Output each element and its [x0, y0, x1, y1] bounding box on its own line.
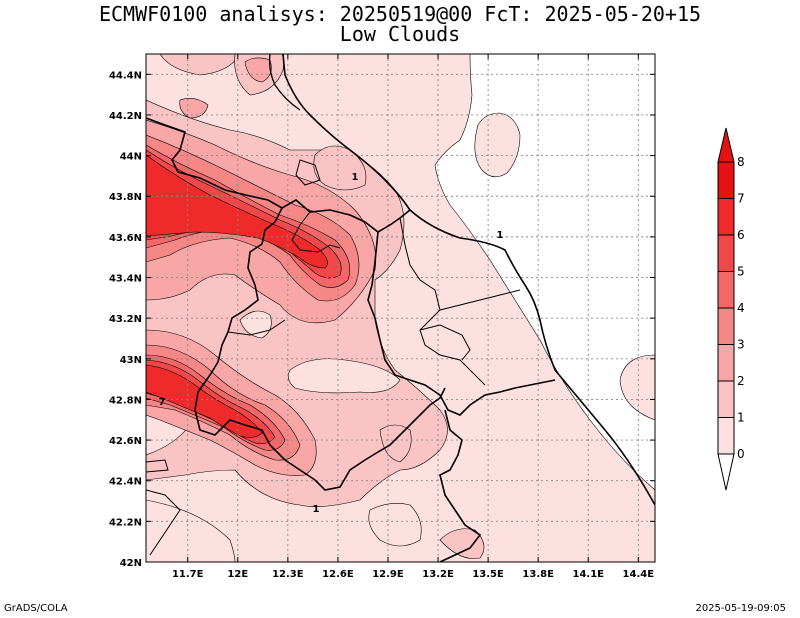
province-border — [146, 459, 169, 473]
colorbar-label: 1 — [737, 411, 745, 425]
y-tick-label: 43N — [120, 355, 142, 366]
fill-level-2 — [313, 145, 367, 191]
fill-level-2 — [439, 528, 485, 559]
province-border — [146, 489, 181, 556]
colorbar-segment — [717, 271, 735, 309]
colorbar-segment — [717, 417, 735, 455]
y-tick-label: 42.6N — [109, 436, 142, 447]
province-border — [399, 217, 486, 386]
colorbar-label: 3 — [737, 338, 745, 352]
y-tick-label: 44.4N — [109, 70, 142, 81]
colorbar-label: 8 — [737, 155, 745, 169]
colorbar-segment — [717, 380, 735, 418]
fill-level-1-cloud-patch — [619, 354, 655, 421]
y-tick-label: 42.8N — [109, 395, 142, 406]
colorbar-label: 5 — [737, 265, 745, 279]
x-tick-label: 12.3E — [272, 569, 304, 580]
chart-title: ECMWF0100 analisys: 20250519@00 FcT: 202… — [98, 2, 702, 26]
chart-subtitle: Low Clouds — [339, 22, 461, 46]
colorbar-label: 6 — [737, 228, 745, 242]
region-border — [367, 231, 556, 416]
footer-software-label: GrADS/COLA — [4, 603, 68, 614]
region-border — [146, 117, 411, 233]
plot-frame — [145, 53, 656, 563]
colorbar-segment — [717, 344, 735, 382]
contour-label: 7 — [159, 397, 166, 408]
y-tick-label: 43.8N — [109, 192, 142, 203]
x-tick-label: 12.6E — [322, 569, 354, 580]
province-border — [295, 159, 321, 186]
colorbar-min-arrow — [717, 453, 735, 491]
x-tick-label: 12E — [227, 569, 248, 580]
colorbar-segment — [717, 234, 735, 272]
x-tick-label: 13.5E — [472, 569, 504, 580]
colorbar-label: 0 — [737, 447, 745, 461]
contour-labels: 1 1 1 7 — [159, 172, 504, 515]
x-tick-label: 12.9E — [372, 569, 404, 580]
contour-fills — [146, 54, 655, 562]
map-borders — [146, 54, 655, 562]
colorbar-segment — [717, 307, 735, 345]
x-tick-label: 14.1E — [572, 569, 604, 580]
colorbar: 0 1 2 3 4 5 6 7 8 — [717, 127, 745, 491]
fill-level-7 — [146, 154, 328, 269]
y-axis: 42N 42.2N 42.4N 42.6N 42.8N 43N 43.2N 43.4N 43.6… — [109, 70, 655, 569]
contour-label: 1 — [497, 230, 504, 241]
contour-label: 1 — [352, 172, 359, 183]
y-tick-label: 43.2N — [109, 314, 142, 325]
x-tick-label: 13.2E — [422, 569, 454, 580]
x-axis: 11.7E 12E 12.3E 12.6E 12.9E 13.2E 13.5E 13.8E 14… — [172, 54, 654, 580]
fill-level-1-hole — [368, 503, 422, 547]
y-tick-label: 42.2N — [109, 517, 142, 528]
region-border — [194, 207, 446, 491]
colorbar-segment — [717, 161, 735, 199]
fill-level-1-hole — [288, 358, 401, 394]
y-tick-label: 43.6N — [109, 233, 142, 244]
province-border — [227, 319, 286, 336]
x-tick-label: 13.8E — [522, 569, 554, 580]
colorbar-segment — [717, 198, 735, 236]
province-border — [419, 324, 471, 361]
x-tick-label: 11.7E — [172, 569, 204, 580]
coastline-north — [268, 54, 301, 111]
y-tick-label: 44N — [120, 152, 142, 163]
y-tick-label: 42.4N — [109, 477, 142, 488]
region-border — [439, 409, 482, 562]
x-tick-label: 14.4E — [623, 569, 655, 580]
y-tick-label: 42N — [120, 558, 142, 569]
colorbar-max-arrow — [717, 127, 735, 163]
fill-level-1-hole — [146, 499, 236, 562]
colorbar-label: 2 — [737, 374, 745, 388]
y-tick-label: 44.2N — [109, 111, 142, 122]
colorbar-label: 7 — [737, 192, 745, 206]
province-border — [291, 211, 341, 253]
coastline — [282, 54, 655, 506]
y-tick-label: 43.4N — [109, 274, 142, 285]
footer-timestamp: 2025-05-19-09:05 — [695, 603, 786, 614]
province-border — [439, 289, 521, 311]
colorbar-label: 4 — [737, 301, 745, 315]
contour-label: 1 — [313, 504, 320, 515]
fill-level-7 — [146, 364, 263, 438]
